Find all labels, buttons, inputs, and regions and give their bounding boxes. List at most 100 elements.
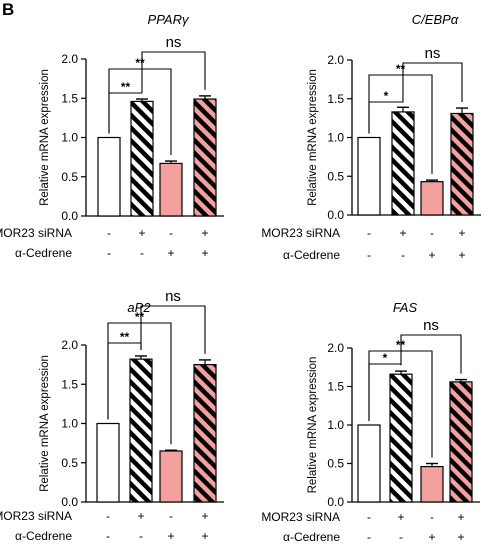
y-tick-label: 1.0 [327,418,344,432]
significance-stars: ** [135,310,145,324]
bar [159,162,183,217]
treatment-row-label: MOR23 siRNA [0,509,72,523]
treatment-sign: + [457,530,464,544]
chart-3: FAS 0.0 0.5 1.0 1.5 2.0 Relative mRNA expressi… [261,300,480,544]
charts-group: PPARγ 0.0 0.5 1.0 1.5 2.0 Relative mRNA expres… [0,12,481,544]
bar [420,465,444,503]
significance-bracket [140,305,206,354]
y-tick-label: 1.0 [61,131,78,145]
y-tick-label: 1.5 [61,91,78,105]
panel-letter: B [2,0,14,19]
treatment-sign: - [106,529,110,543]
treatment-sign: - [169,509,173,523]
y-tick-label: 1.0 [61,417,78,431]
treatment-sign: - [367,530,371,544]
y-tick-label: 1.5 [327,380,344,394]
chart-title: PPARγ [148,12,190,27]
treatment-sign: - [367,248,371,262]
treatment-row-label: MOR23 siRNA [0,226,72,240]
y-tick-label: 0.0 [327,495,344,509]
treatment-row-label: MOR23 siRNA [261,226,340,240]
treatment-row-label: α-Cedrene [15,246,72,260]
treatment-sign: + [167,529,174,543]
ns-label: ns [166,34,182,51]
bar [389,373,413,503]
treatment-sign: - [367,226,371,240]
bar [130,100,154,217]
ns-label: ns [425,45,441,62]
treatment-sign: - [106,509,110,523]
treatment-sign: + [138,226,145,240]
y-tick-label: 0.5 [61,456,78,470]
y-tick-label: 0.5 [327,169,344,183]
y-tick-label: 0.0 [61,495,78,509]
y-tick-label: 0.5 [327,457,344,471]
bar [391,111,415,216]
bar [420,181,444,216]
chart-2: aP2 0.0 0.5 1.0 1.5 2.0 Relative mRNA expressi… [0,288,224,543]
chart-1: C/EBPα 0.0 0.5 1.0 1.5 2.0 Relative mRNA expre… [261,12,481,262]
significance-bracket [107,322,172,445]
chart-title: C/EBPα [412,12,459,27]
treatment-sign: + [137,509,144,523]
treatment-sign: - [107,246,111,260]
y-axis-label: Relative mRNA expression [307,357,319,494]
significance-stars: ** [120,330,130,344]
y-tick-label: 2.0 [327,53,344,67]
treatment-sign: + [457,510,464,524]
y-tick-label: 0.5 [61,170,78,184]
treatment-sign: - [140,246,144,260]
bar [450,112,474,216]
bar [357,424,381,503]
treatment-sign: + [399,226,406,240]
treatment-sign: + [458,248,465,262]
significance-bracket [402,62,463,103]
chart-title: FAS [393,300,418,315]
treatment-sign: + [458,226,465,240]
treatment-sign: - [401,248,405,262]
significance-stars: ** [121,80,131,94]
bar [97,136,121,217]
significance-stars: * [384,89,389,103]
treatment-sign: + [201,529,208,543]
y-tick-label: 1.5 [61,377,78,391]
treatment-sign: + [397,510,404,524]
significance-stars: ** [396,62,406,76]
ns-label: ns [165,288,181,305]
y-axis-label: Relative mRNA expression [307,69,319,206]
bar [129,358,153,503]
treatment-sign: + [428,248,435,262]
treatment-row-label: α-Cedrene [15,529,72,543]
significance-bracket [368,74,433,175]
y-tick-label: 0.0 [327,208,344,222]
treatment-sign: + [201,509,208,523]
bar [357,136,381,216]
treatment-row-label: MOR23 siRNA [261,510,340,524]
treatment-sign: - [367,510,371,524]
treatment-sign: + [428,530,435,544]
treatment-sign: - [107,226,111,240]
treatment-sign: - [169,226,173,240]
bar [96,422,120,503]
bar [193,364,217,503]
treatment-sign: + [201,246,208,260]
bar [449,381,473,503]
y-tick-label: 2.0 [327,341,344,355]
treatment-sign: + [201,226,208,240]
y-axis-label: Relative mRNA expression [39,355,51,492]
treatment-sign: + [167,246,174,260]
ns-label: ns [423,317,439,334]
chart-title: aP2 [127,300,151,315]
y-tick-label: 2.0 [61,338,78,352]
treatment-sign: - [430,226,434,240]
treatment-sign: - [399,530,403,544]
y-tick-label: 2.0 [61,52,78,66]
treatment-sign: - [430,510,434,524]
significance-stars: ** [135,56,145,70]
significance-stars: * [383,351,388,365]
y-tick-label: 0.0 [61,209,78,223]
significance-bracket [400,334,462,374]
treatment-sign: - [139,529,143,543]
